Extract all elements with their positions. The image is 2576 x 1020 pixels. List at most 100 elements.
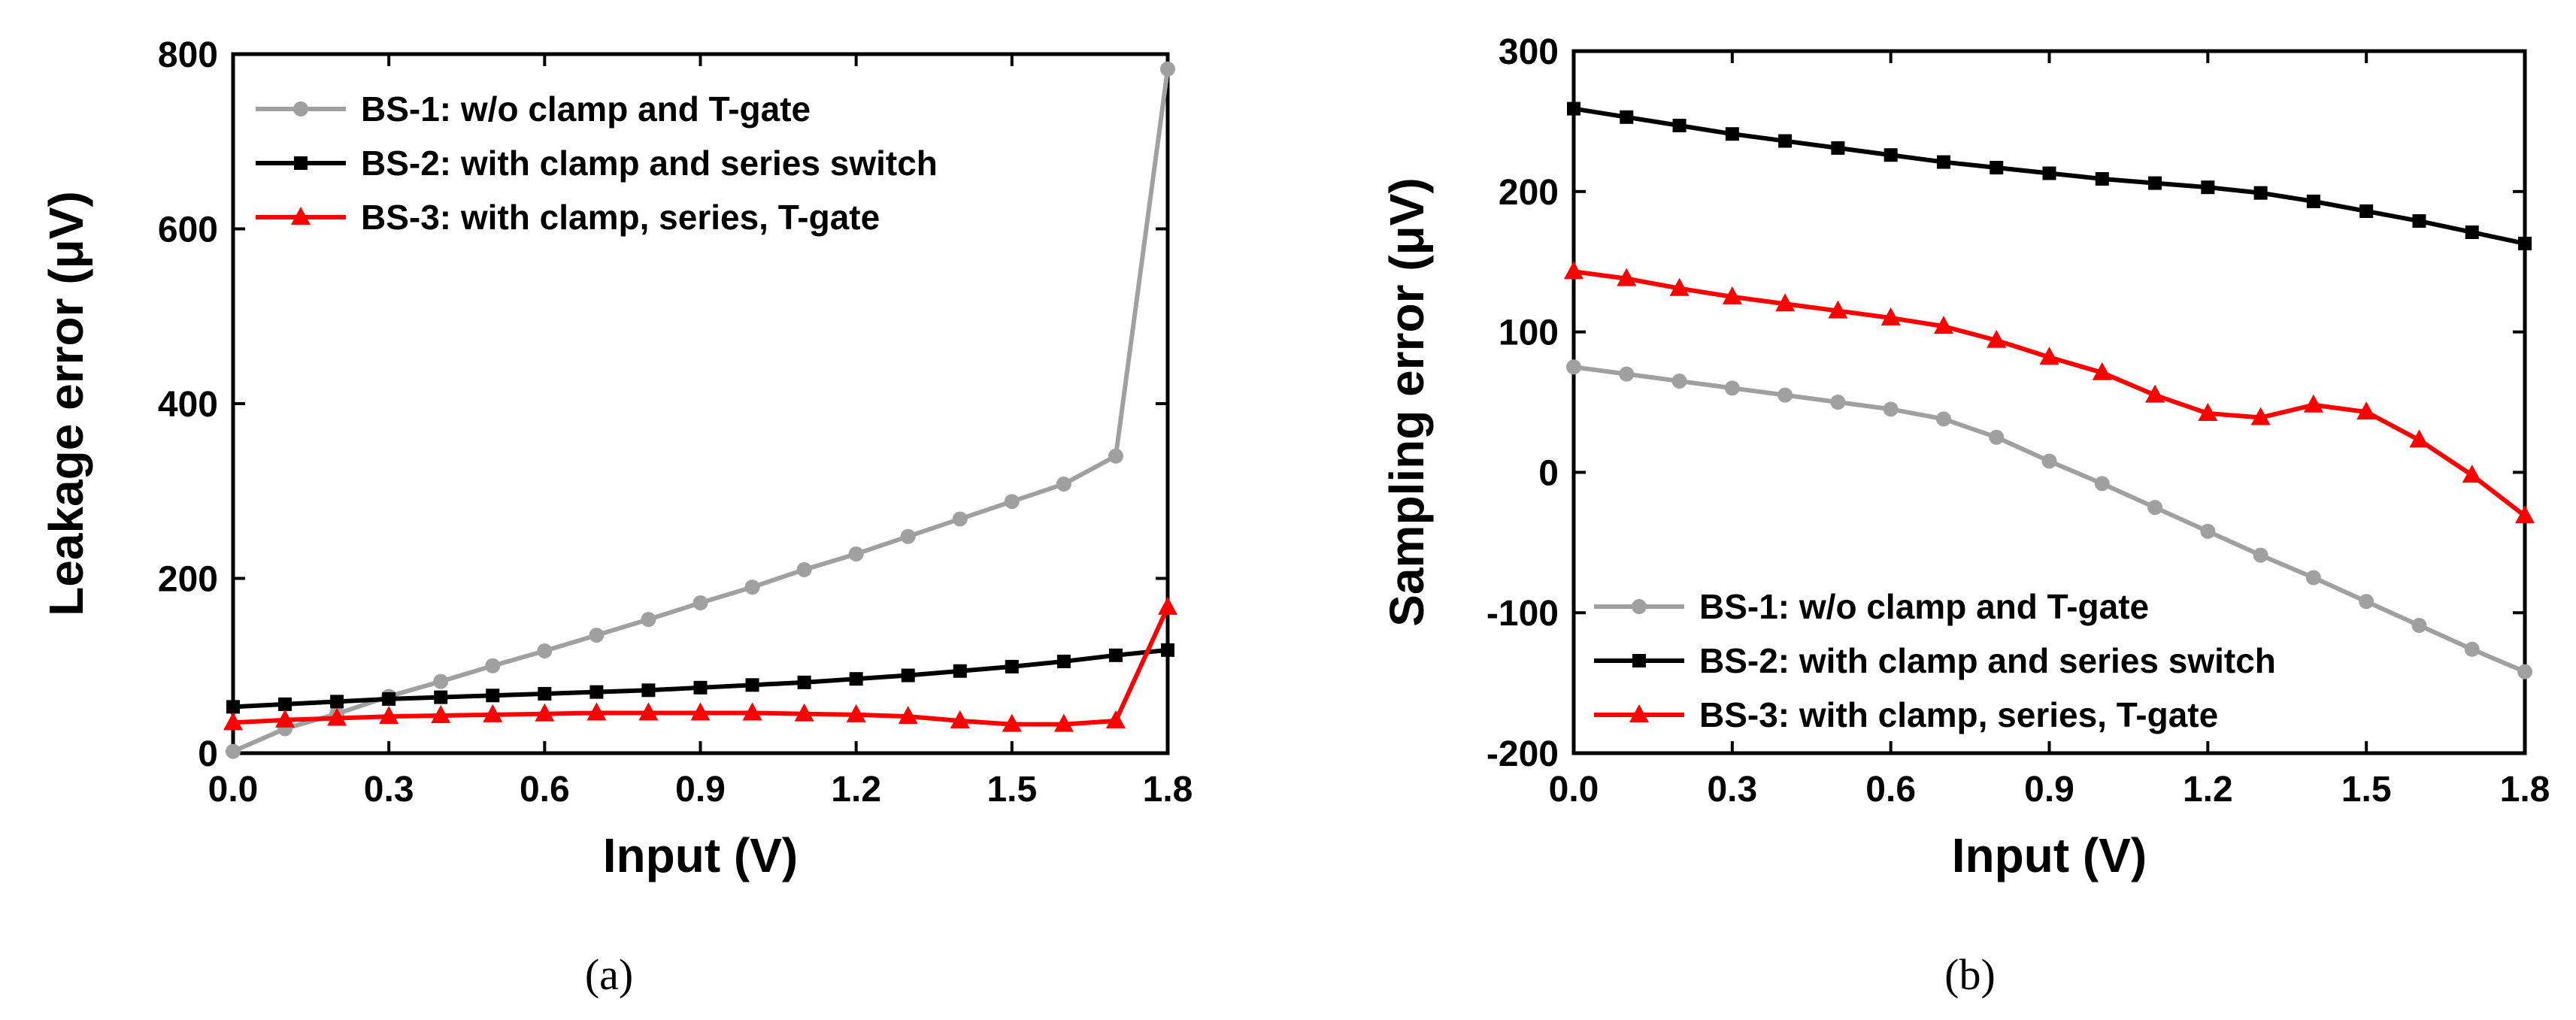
data-point bbox=[1108, 448, 1123, 464]
data-point bbox=[2095, 171, 2109, 186]
data-point bbox=[1005, 659, 1019, 673]
data-point bbox=[483, 704, 503, 722]
data-point bbox=[1158, 596, 1177, 615]
data-point bbox=[953, 664, 967, 678]
data-point bbox=[1933, 316, 1953, 334]
data-point bbox=[2039, 347, 2059, 365]
data-point bbox=[796, 561, 812, 577]
legend-label: BS-1: w/o clamp and T-gate bbox=[1699, 587, 2149, 626]
y-axis-title: Sampling error (μV) bbox=[1380, 177, 1434, 626]
data-point bbox=[794, 703, 814, 722]
data-point bbox=[1056, 654, 1071, 668]
y-tick-label: 600 bbox=[158, 210, 218, 250]
panel-a: 0.0 0.3 0.6 0.9 1.2 1.5 1.8 0 200 400 600 800 Input … bbox=[39, 35, 1193, 999]
legend-label: BS-2: with clamp and series switch bbox=[1699, 641, 2276, 680]
data-point bbox=[1617, 268, 1637, 286]
data-point bbox=[589, 685, 604, 699]
data-point bbox=[1880, 307, 1901, 325]
series-line-2 bbox=[232, 647, 1168, 710]
data-point bbox=[848, 546, 864, 561]
data-point bbox=[2092, 362, 2112, 380]
data-point bbox=[2412, 214, 2426, 229]
data-point bbox=[745, 678, 759, 692]
data-point bbox=[275, 709, 295, 728]
legend: BS-1: w/o clamp and T-gate BS-2: with cla… bbox=[1594, 587, 2276, 734]
data-point bbox=[1564, 261, 1583, 280]
data-point bbox=[900, 528, 916, 544]
data-point bbox=[485, 658, 501, 673]
data-point bbox=[1830, 395, 1846, 410]
x-tick-label: 0.0 bbox=[1549, 770, 1599, 810]
legend: BS-1: w/o clamp and T-gate BS-2: with cla… bbox=[256, 89, 938, 237]
data-point bbox=[2518, 236, 2532, 250]
data-point bbox=[1004, 494, 1020, 510]
data-point bbox=[1777, 387, 1793, 403]
data-point bbox=[589, 628, 605, 643]
data-point bbox=[2253, 186, 2268, 200]
data-point bbox=[1936, 155, 1950, 169]
x-tick-label: 0.3 bbox=[1707, 770, 1757, 810]
data-point bbox=[330, 695, 344, 709]
data-point bbox=[1669, 277, 1690, 296]
data-point bbox=[1567, 101, 1580, 116]
data-point bbox=[2147, 500, 2163, 516]
y-tick-label: 0 bbox=[198, 734, 218, 774]
x-tick-label: 1.5 bbox=[986, 770, 1037, 810]
legend-marker bbox=[1632, 599, 1647, 614]
data-point bbox=[586, 702, 607, 721]
x-tick-label: 1.8 bbox=[2500, 770, 2550, 810]
data-point bbox=[797, 675, 811, 689]
y-tick-label: -100 bbox=[1487, 594, 1559, 634]
data-point bbox=[2198, 402, 2218, 421]
data-point bbox=[2148, 176, 2162, 190]
data-point bbox=[952, 511, 968, 527]
data-point bbox=[433, 673, 449, 689]
x-tick-label: 0.3 bbox=[364, 770, 414, 810]
data-point bbox=[1002, 713, 1022, 732]
data-point bbox=[846, 704, 866, 722]
data-point bbox=[2359, 204, 2374, 218]
data-point bbox=[690, 702, 711, 721]
x-tick-label: 0.6 bbox=[1865, 770, 1916, 810]
data-point bbox=[1831, 141, 1845, 155]
y-axis-title: Leakage error (μV) bbox=[39, 191, 93, 616]
data-point bbox=[327, 707, 347, 726]
data-point bbox=[2303, 394, 2323, 413]
data-point bbox=[2042, 166, 2056, 180]
data-point bbox=[1884, 148, 1898, 162]
data-point bbox=[2462, 465, 2482, 483]
legend-marker bbox=[1629, 704, 1649, 722]
y-tick-label: 400 bbox=[158, 385, 218, 425]
legend-label: BS-2: with clamp and series switch bbox=[361, 144, 938, 183]
data-point bbox=[2464, 641, 2480, 657]
data-point bbox=[1056, 476, 1071, 492]
data-point bbox=[2306, 194, 2320, 208]
data-point bbox=[382, 692, 396, 706]
data-point bbox=[1883, 401, 1899, 417]
data-point bbox=[1671, 373, 1687, 389]
x-tick-label: 0.9 bbox=[675, 770, 726, 810]
data-point bbox=[638, 702, 659, 721]
data-point bbox=[1672, 119, 1687, 133]
data-point bbox=[2200, 523, 2216, 539]
data-point bbox=[486, 689, 500, 703]
data-point bbox=[2201, 180, 2215, 195]
x-axis-title: Input (V) bbox=[603, 828, 798, 882]
legend-label: BS-1: w/o clamp and T-gate bbox=[361, 89, 811, 129]
data-point bbox=[898, 706, 918, 725]
data-point bbox=[2517, 664, 2532, 679]
data-point bbox=[1619, 366, 1635, 382]
x-tick-label: 1.2 bbox=[831, 770, 881, 810]
data-point bbox=[1722, 286, 1742, 304]
data-point bbox=[1775, 293, 1796, 312]
x-tick-label: 1.8 bbox=[1143, 770, 1193, 810]
data-point bbox=[434, 690, 448, 704]
data-point bbox=[641, 612, 656, 628]
data-point bbox=[1108, 648, 1123, 662]
data-point bbox=[1160, 61, 1175, 77]
data-point bbox=[537, 643, 553, 658]
data-point bbox=[2305, 570, 2321, 586]
data-point bbox=[692, 595, 708, 611]
data-point bbox=[2253, 547, 2268, 563]
y-tick-label: 200 bbox=[158, 560, 218, 600]
